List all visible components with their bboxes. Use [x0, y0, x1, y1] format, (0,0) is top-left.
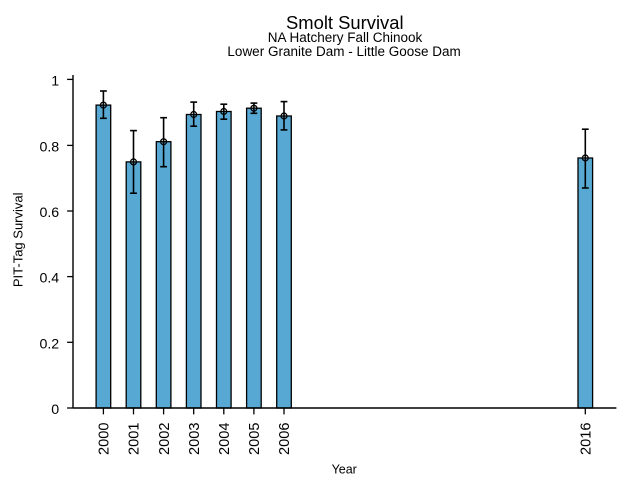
svg-text:2002: 2002	[157, 423, 173, 455]
svg-text:0.8: 0.8	[39, 139, 59, 155]
svg-text:1: 1	[51, 73, 59, 89]
svg-text:Smolt Survival: Smolt Survival	[286, 12, 404, 33]
svg-text:2016: 2016	[578, 423, 594, 455]
svg-text:PIT-Tag Survival: PIT-Tag Survival	[11, 192, 26, 287]
svg-text:2001: 2001	[127, 423, 143, 455]
svg-text:NA Hatchery Fall Chinook: NA Hatchery Fall Chinook	[268, 30, 423, 45]
svg-text:Lower Granite Dam - Little Goo: Lower Granite Dam - Little Goose Dam	[227, 44, 460, 59]
svg-text:0.4: 0.4	[39, 271, 59, 287]
svg-text:2003: 2003	[187, 423, 203, 455]
svg-text:2000: 2000	[97, 423, 113, 455]
svg-text:2006: 2006	[277, 423, 293, 455]
svg-text:2004: 2004	[217, 423, 233, 455]
svg-text:0: 0	[51, 402, 59, 418]
svg-text:0.2: 0.2	[39, 336, 59, 352]
svg-text:Year: Year	[332, 463, 357, 477]
svg-text:2005: 2005	[247, 423, 263, 455]
svg-text:0.6: 0.6	[39, 205, 59, 221]
